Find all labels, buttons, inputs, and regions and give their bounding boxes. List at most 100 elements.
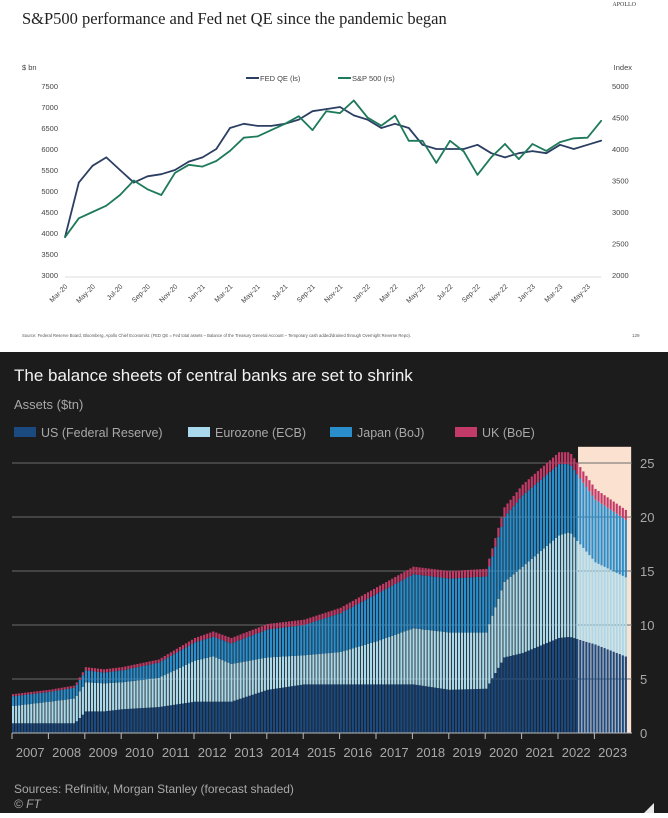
stacked-bar [285, 621, 288, 733]
bar-segment-uk [618, 505, 621, 516]
bar-segment-us [558, 637, 561, 733]
bar-segment-uk [181, 645, 185, 650]
bar-segment-eurozone [130, 681, 133, 709]
bar-segment-eurozone [75, 695, 78, 722]
stacked-bar [306, 618, 309, 733]
bar-segment-uk [157, 659, 160, 663]
bar-segment-us [288, 686, 291, 733]
bar-segment-us [445, 689, 448, 733]
stacked-bar [115, 667, 118, 733]
stacked-bar [561, 452, 564, 733]
left-y-tick: 7000 [41, 103, 58, 112]
bar-segment-japan [476, 576, 479, 633]
data-point [311, 110, 314, 112]
bar-segment-us [206, 701, 209, 733]
bar-segment-eurozone [624, 577, 627, 657]
bar-segment-uk [233, 636, 236, 643]
stacked-bar [254, 628, 257, 733]
bar-segment-japan [306, 624, 309, 655]
bar-segment-uk [160, 657, 163, 662]
bar-segment-uk [624, 509, 627, 520]
bar-segment-us [503, 657, 506, 733]
bar-segment-us [357, 684, 360, 733]
bar-segment-eurozone [445, 632, 448, 690]
bar-segment-uk [515, 492, 518, 503]
bar-segment-eurozone [442, 631, 445, 689]
bar-segment-eurozone [618, 574, 621, 655]
bar-segment-eurozone [115, 682, 118, 710]
stacked-bar [606, 497, 609, 733]
data-point [77, 181, 80, 184]
data-point [105, 204, 108, 207]
bar-segment-uk [151, 660, 154, 665]
bar-segment-us [54, 723, 57, 733]
bar-segment-eurozone [457, 632, 461, 690]
bar-segment-japan [233, 642, 236, 664]
x-tick: Jan-23 [517, 283, 537, 303]
bar-segment-uk [615, 503, 618, 514]
bar-segment-eurozone [588, 555, 591, 643]
bar-segment-eurozone [312, 654, 315, 685]
bar-segment-us [442, 688, 445, 733]
bar-segment-us [591, 643, 594, 733]
bar-segment-eurozone [491, 615, 494, 679]
bar-segment-eurozone [272, 657, 276, 689]
bar-segment-us [57, 723, 60, 733]
bar-segment-japan [75, 684, 78, 696]
resize-handle-icon[interactable] [644, 803, 654, 813]
bar-segment-japan [345, 609, 348, 651]
stacked-bar [400, 573, 403, 733]
bar-segment-japan [573, 470, 576, 538]
bar-segment-us [145, 707, 148, 733]
bar-segment-eurozone [515, 571, 518, 655]
bar-segment-us [369, 684, 373, 733]
x-tick: Jul-20 [106, 283, 125, 302]
bar-segment-eurozone [530, 558, 533, 650]
bar-segment-eurozone [139, 680, 142, 709]
bar-segment-us [539, 645, 542, 733]
bar-segment-us [376, 684, 379, 733]
apollo-logo: APOLLO [612, 2, 636, 8]
bar-segment-us [139, 708, 142, 733]
stacked-bar [99, 668, 103, 733]
bar-segment-japan [588, 491, 591, 556]
bar-segment-japan [224, 641, 227, 662]
bar-segment-japan [81, 675, 84, 687]
data-point [119, 169, 121, 171]
bar-segment-uk [263, 625, 266, 631]
bar-segment-japan [518, 499, 521, 570]
bar-segment-eurozone [197, 659, 200, 702]
bar-segment-eurozone [257, 659, 260, 693]
x-tick: 2010 [125, 745, 154, 760]
bar-segment-uk [570, 453, 573, 466]
bar-segment-us [360, 684, 364, 733]
x-tick: 2013 [234, 745, 263, 760]
bar-segment-us [391, 684, 394, 733]
bar-segment-us [251, 694, 254, 733]
bar-segment-us [506, 656, 509, 733]
bar-segment-eurozone [84, 682, 87, 712]
bar-segment-us [518, 653, 521, 733]
bar-segment-us [403, 684, 406, 733]
bar-segment-us [209, 701, 212, 733]
bar-segment-uk [539, 468, 542, 480]
bar-segment-eurozone [263, 657, 266, 691]
stacked-bar [485, 568, 488, 733]
bar-segment-eurozone [248, 660, 251, 696]
bar-segment-japan [15, 695, 18, 706]
bar-segment-eurozone [136, 680, 139, 709]
bar-segment-us [415, 684, 418, 733]
bar-segment-japan [451, 578, 455, 633]
bar-segment-japan [415, 574, 418, 629]
bar-segment-uk [448, 571, 451, 579]
bar-segment-japan [479, 576, 482, 633]
stacked-bar [291, 621, 294, 733]
bar-segment-japan [93, 671, 97, 683]
bar-segment-uk [421, 567, 424, 576]
bar-segment-japan [142, 665, 145, 680]
bar-segment-eurozone [112, 682, 115, 711]
bar-segment-uk [445, 570, 448, 579]
bar-segment-us [175, 704, 178, 733]
bar-segment-japan [545, 474, 549, 546]
bar-segment-uk [221, 634, 224, 641]
